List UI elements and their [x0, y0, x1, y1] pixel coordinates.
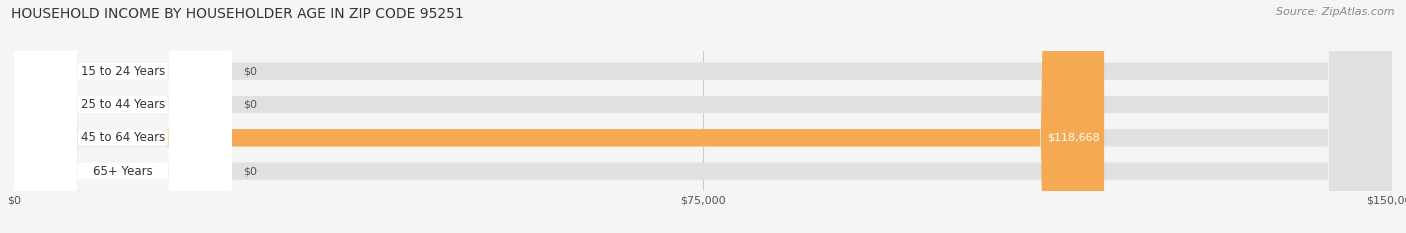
FancyBboxPatch shape: [14, 0, 1104, 233]
Text: 15 to 24 Years: 15 to 24 Years: [80, 65, 165, 78]
Text: Source: ZipAtlas.com: Source: ZipAtlas.com: [1277, 7, 1395, 17]
Text: 45 to 64 Years: 45 to 64 Years: [80, 131, 165, 144]
FancyBboxPatch shape: [14, 0, 232, 233]
FancyBboxPatch shape: [14, 0, 1392, 233]
FancyBboxPatch shape: [14, 0, 232, 233]
Text: 25 to 44 Years: 25 to 44 Years: [80, 98, 165, 111]
Text: $118,668: $118,668: [1047, 133, 1099, 143]
FancyBboxPatch shape: [14, 0, 232, 233]
Text: 65+ Years: 65+ Years: [93, 164, 153, 178]
Text: HOUSEHOLD INCOME BY HOUSEHOLDER AGE IN ZIP CODE 95251: HOUSEHOLD INCOME BY HOUSEHOLDER AGE IN Z…: [11, 7, 464, 21]
FancyBboxPatch shape: [14, 0, 1392, 233]
Text: $0: $0: [243, 166, 257, 176]
FancyBboxPatch shape: [14, 0, 1392, 233]
Text: $0: $0: [243, 99, 257, 110]
Text: $0: $0: [243, 66, 257, 76]
FancyBboxPatch shape: [14, 0, 232, 233]
FancyBboxPatch shape: [14, 0, 1392, 233]
